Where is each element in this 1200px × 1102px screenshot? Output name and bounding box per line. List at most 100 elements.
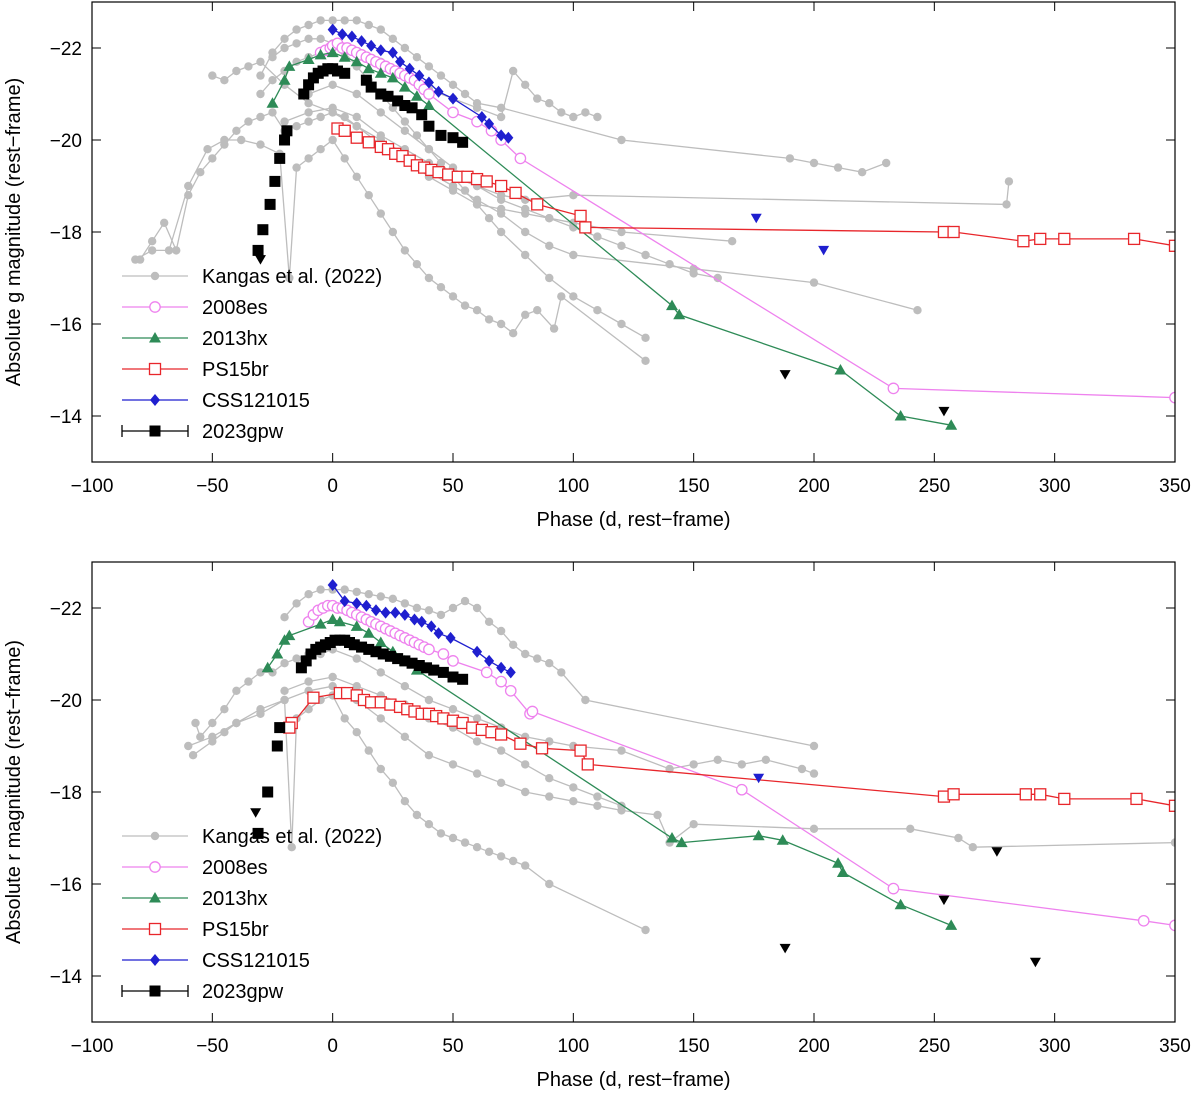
data-point [549, 324, 559, 333]
data-point [496, 746, 506, 755]
legend-marker [148, 922, 162, 936]
x-tick-label: −100 [71, 476, 114, 497]
data-point [423, 120, 435, 132]
data-point [374, 636, 387, 647]
data-point [398, 81, 411, 92]
x-tick-label: 350 [1159, 476, 1191, 497]
data-point [328, 103, 337, 113]
data-point [545, 792, 554, 801]
data-point [545, 659, 554, 668]
series-2023gpw [252, 634, 469, 839]
data-point [252, 827, 264, 839]
upper-limit-marker [938, 895, 950, 906]
data-point [388, 34, 398, 43]
data-point [352, 16, 361, 25]
x-tick-label: 50 [442, 1036, 463, 1057]
data-point [278, 74, 291, 85]
data-point [428, 664, 440, 676]
data-point [160, 218, 169, 227]
data-point [388, 227, 398, 237]
data-point [220, 705, 229, 714]
data-point [326, 613, 339, 624]
legend-marker [149, 425, 161, 437]
data-point [304, 677, 313, 686]
data-point [352, 728, 361, 737]
data-point [328, 16, 337, 25]
data-point [569, 783, 578, 792]
data-point [292, 122, 301, 131]
data-point [423, 643, 435, 656]
data-point [514, 737, 527, 750]
data-point [184, 181, 193, 191]
panel-top: −100 −50 0 50 100 150 200 250 300 350 −14 −16 −18 −20… [3, 1, 1191, 531]
x-tick-label: 100 [557, 476, 589, 497]
data-point [400, 599, 410, 608]
data-point [388, 778, 398, 787]
data-point [370, 604, 381, 617]
data-point [809, 824, 819, 833]
data-point [504, 684, 517, 697]
data-point [887, 382, 900, 395]
legend-marker [149, 892, 161, 903]
data-point [304, 590, 313, 599]
data-point [472, 714, 482, 723]
data-point [460, 596, 470, 606]
data-point [433, 85, 444, 98]
data-point [196, 732, 205, 741]
data-point [569, 250, 578, 260]
data-point [423, 88, 435, 100]
series-css121015 [327, 23, 514, 144]
data-point [356, 641, 368, 653]
data-point [448, 80, 458, 90]
data-point [593, 792, 602, 801]
data-point [494, 728, 508, 741]
data-point [351, 597, 362, 610]
data-point [406, 102, 418, 114]
data-point [220, 76, 229, 85]
data-point [448, 292, 458, 301]
data-point [232, 718, 241, 728]
data-point [376, 592, 385, 601]
data-point [208, 718, 217, 728]
data-point [261, 661, 274, 673]
data-point [350, 55, 363, 67]
data-point [388, 594, 398, 603]
data-point [413, 660, 425, 671]
data-point [521, 80, 530, 90]
data-point [268, 108, 277, 117]
data-point [352, 89, 361, 99]
data-point [484, 117, 495, 130]
y-axis-title: Absolute g magnitude (rest−frame) [3, 78, 25, 387]
data-point [1170, 838, 1175, 847]
data-point [280, 659, 289, 668]
data-point [448, 181, 458, 191]
x-tick-label: 100 [557, 1036, 589, 1057]
data-point [390, 606, 401, 619]
data-point [244, 62, 253, 71]
data-point [480, 175, 493, 188]
legend-marker [149, 985, 161, 997]
data-point [338, 124, 351, 137]
data-point [352, 172, 361, 181]
data-point [362, 136, 375, 149]
data-point [363, 643, 375, 655]
data-point [356, 35, 367, 48]
data-point [448, 603, 458, 613]
upper-limit-marker [779, 943, 791, 954]
legend-marker [149, 861, 161, 873]
series-2013hx [266, 46, 958, 430]
x-tick-label: 350 [1159, 1036, 1191, 1057]
data-point [809, 769, 819, 778]
data-point [545, 879, 554, 889]
data-point [340, 112, 349, 122]
panel-bottom-data [184, 579, 1175, 968]
data-point [295, 662, 307, 674]
legend-item: PS15br [122, 359, 269, 381]
data-point [426, 620, 437, 633]
data-point [545, 273, 554, 283]
data-point [776, 834, 789, 845]
data-point [279, 134, 291, 146]
data-point [280, 613, 289, 622]
upper-limit-marker [753, 773, 765, 784]
data-point [237, 135, 246, 145]
